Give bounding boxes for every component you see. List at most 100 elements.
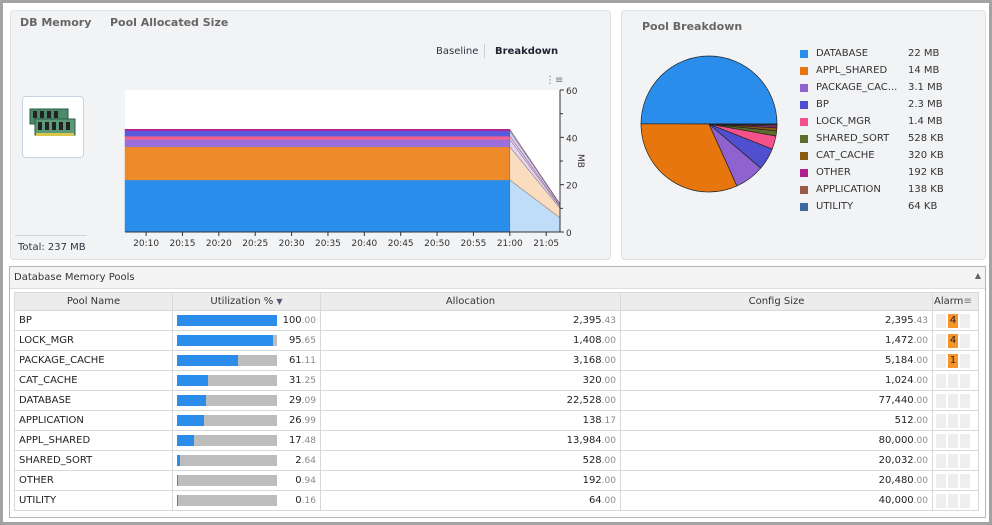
allocation-cell: 192.00 [320,470,621,491]
table-row[interactable]: UTILITY 0.16 64.00 40,000.00 [14,490,979,511]
utilization-cell: 2.64 [172,450,321,471]
alarm-empty [960,473,970,488]
allocation-cell: 528.00 [320,450,621,471]
pool-name: DATABASE [14,390,173,411]
config-size-cell: 77,440.00 [620,390,933,411]
utilization-cell: 31.25 [172,370,321,391]
legend-label: APPLICATION [816,184,881,195]
allocation-cell: 64.00 [320,490,621,511]
breakdown-toggle[interactable]: Breakdown [495,46,559,57]
collapse-icon[interactable]: ▲ [974,271,981,280]
pool-name: APPLICATION [14,410,173,431]
legend-swatch [800,135,808,143]
pie-slice-appl_shared[interactable] [640,123,738,193]
legend-value: 2.3 MB [908,99,943,110]
allocation-cell: 3,168.00 [320,350,621,371]
table-row[interactable]: APPLICATION 26.99 138.17 512.00 [14,410,979,431]
alarm-empty [960,433,970,448]
legend-swatch [800,203,808,211]
alarm-cell [932,490,979,511]
legend-value: 14 MB [908,65,940,76]
alarm-cell [932,370,979,391]
alarm-empty [936,433,946,448]
table-row[interactable]: BP 100.00 2,395.43 2,395.43 4 [14,310,979,331]
alarm-cell [932,470,979,491]
x-tick-label: 20:40 [351,239,377,249]
x-tick-label: 20:30 [279,239,305,249]
legend-value: 64 KB [908,201,938,212]
table-row[interactable]: OTHER 0.94 192.00 20,480.00 [14,470,979,491]
y-tick-label: 0 [566,229,572,239]
config-size-cell: 80,000.00 [620,430,933,451]
utilization-cell: 95.65 [172,330,321,351]
legend-swatch [800,84,808,92]
legend-swatch [800,118,808,126]
alarm-badge[interactable]: 4 [948,333,958,348]
x-tick-label: 20:20 [206,239,232,249]
alarm-empty [936,493,946,508]
pool-name: UTILITY [14,490,173,511]
legend-swatch [800,152,808,160]
allocation-cell: 22,528.00 [320,390,621,411]
utilization-bar [177,354,277,366]
col-utilization[interactable]: Utilization % ▼ [172,292,321,311]
legend-label: DATABASE [816,48,869,59]
col-pool-name[interactable]: Pool Name [14,292,173,311]
allocation-cell: 2,395.43 [320,310,621,331]
utilization-cell: 0.94 [172,470,321,491]
pool-name: APPL_SHARED [14,430,173,451]
legend-label: APPL_SHARED [816,65,888,76]
y-tick-label: 60 [566,87,578,97]
alarm-badge[interactable]: 4 [948,313,958,328]
legend-value: 320 KB [908,150,944,161]
utilization-cell: 17.48 [172,430,321,451]
allocation-cell: 13,984.00 [320,430,621,451]
table-row[interactable]: SHARED_SORT 2.64 528.00 20,032.00 [14,450,979,471]
pie-slice-utility[interactable] [708,123,778,125]
allocation-cell: 320.00 [320,370,621,391]
utilization-cell: 100.00 [172,310,321,331]
col-alarm[interactable]: Alarm≡ [932,292,979,311]
utilization-bar [177,414,277,426]
table-row[interactable]: CAT_CACHE 31.25 320.00 1,024.00 [14,370,979,391]
column-menu-icon[interactable]: ≡ [963,296,972,307]
alarm-empty [960,373,970,388]
table-row[interactable]: DATABASE 29.09 22,528.00 77,440.00 [14,390,979,411]
alarm-empty [936,473,946,488]
config-size-cell: 5,184.00 [620,350,933,371]
alarm-empty [948,453,958,468]
config-size-cell: 40,000.00 [620,490,933,511]
area-series-database[interactable] [124,179,561,233]
utilization-bar [177,454,277,466]
legend-swatch [800,67,808,75]
alarm-empty [960,333,970,348]
table-row[interactable]: APPL_SHARED 17.48 13,984.00 80,000.00 [14,430,979,451]
col-config-size[interactable]: Config Size [620,292,933,311]
alarm-cell: 4 [932,330,979,351]
legend-value: 3.1 MB [908,82,943,93]
tab-db-memory[interactable]: DB Memory [20,16,92,29]
legend-value: 192 KB [908,167,944,178]
pie-slice-database[interactable] [640,55,778,125]
config-size-cell: 1,472.00 [620,330,933,351]
chart-menu-icon[interactable]: ⋮≡ [545,75,563,86]
alarm-empty [948,433,958,448]
table-row[interactable]: LOCK_MGR 95.65 1,408.00 1,472.00 4 [14,330,979,351]
ram-modules-icon [29,108,76,136]
alarm-empty [960,393,970,408]
alarm-empty [960,413,970,428]
utilization-cell: 26.99 [172,410,321,431]
utilization-bar [177,374,277,386]
x-tick-label: 20:15 [169,239,195,249]
legend-label: BP [816,99,829,110]
alarm-badge[interactable]: 1 [948,353,958,368]
alarm-empty [960,493,970,508]
baseline-toggle[interactable]: Baseline [436,46,479,57]
legend-swatch [800,101,808,109]
tab-pool-allocated-size[interactable]: Pool Allocated Size [110,16,229,29]
alarm-empty [948,473,958,488]
table-row[interactable]: PACKAGE_CACHE 61.11 3,168.00 5,184.00 1 [14,350,979,371]
total-memory: Total: 237 MB [18,242,86,253]
col-allocation[interactable]: Allocation [320,292,621,311]
alarm-empty [936,393,946,408]
